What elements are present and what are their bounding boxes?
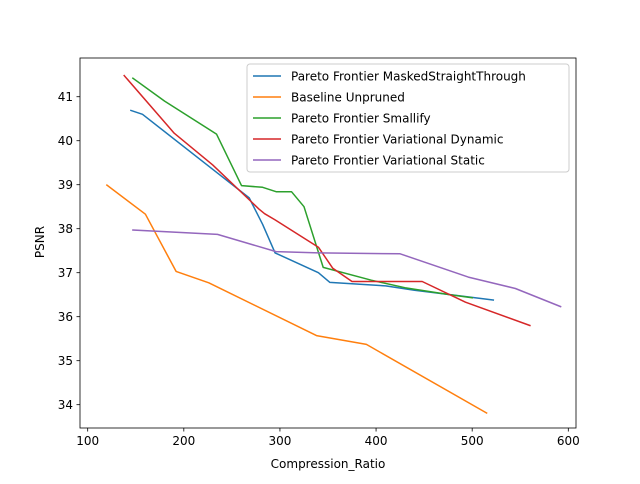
- y-tick-label: 38: [58, 222, 73, 236]
- legend-label: Baseline Unpruned: [291, 91, 405, 105]
- series-line-3: [131, 77, 474, 299]
- legend-box: [246, 63, 570, 173]
- x-tick-label: 400: [365, 434, 388, 448]
- axes-layer: 100 200 300 400 500 600 34 35 36 37 38 39 40 41: [58, 57, 580, 448]
- series-line-1: [129, 109, 495, 301]
- series-layer: [105, 74, 562, 415]
- y-tick-label: 39: [58, 178, 73, 192]
- legend: Pareto Frontier MaskedStraightThrough Bas…: [246, 63, 570, 173]
- series-line-2: [105, 184, 488, 415]
- legend-label: Pareto Frontier MaskedStraightThrough: [291, 70, 526, 84]
- plot-frame: [79, 57, 577, 429]
- series-line-4: [123, 74, 531, 327]
- y-tick-label: 36: [58, 310, 73, 324]
- x-tick-label: 500: [461, 434, 484, 448]
- legend-label: Pareto Frontier Smallify: [291, 112, 431, 126]
- y-axis-label: PSNR: [33, 226, 47, 258]
- y-tick-label: 41: [58, 90, 73, 104]
- y-tick-label: 35: [58, 354, 73, 368]
- x-tick-label: 100: [76, 434, 99, 448]
- y-tick-label: 40: [58, 134, 73, 148]
- legend-label: Pareto Frontier Variational Static: [291, 154, 485, 168]
- x-axis-label: Compression_Ratio: [271, 457, 386, 471]
- x-tick-label: 300: [268, 434, 291, 448]
- x-tick-label: 200: [172, 434, 195, 448]
- x-tick-label: 600: [557, 434, 580, 448]
- series-line-5: [132, 229, 562, 308]
- y-tick-label: 34: [58, 398, 73, 412]
- legend-label: Pareto Frontier Variational Dynamic: [291, 133, 503, 147]
- y-tick-label: 37: [58, 266, 73, 280]
